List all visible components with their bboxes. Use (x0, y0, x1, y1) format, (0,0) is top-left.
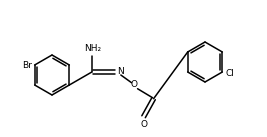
Text: Br: Br (22, 61, 32, 69)
Text: Cl: Cl (225, 69, 234, 79)
Text: NH₂: NH₂ (84, 44, 101, 53)
Text: O: O (130, 80, 137, 89)
Text: N: N (117, 68, 124, 76)
Text: O: O (140, 120, 147, 129)
